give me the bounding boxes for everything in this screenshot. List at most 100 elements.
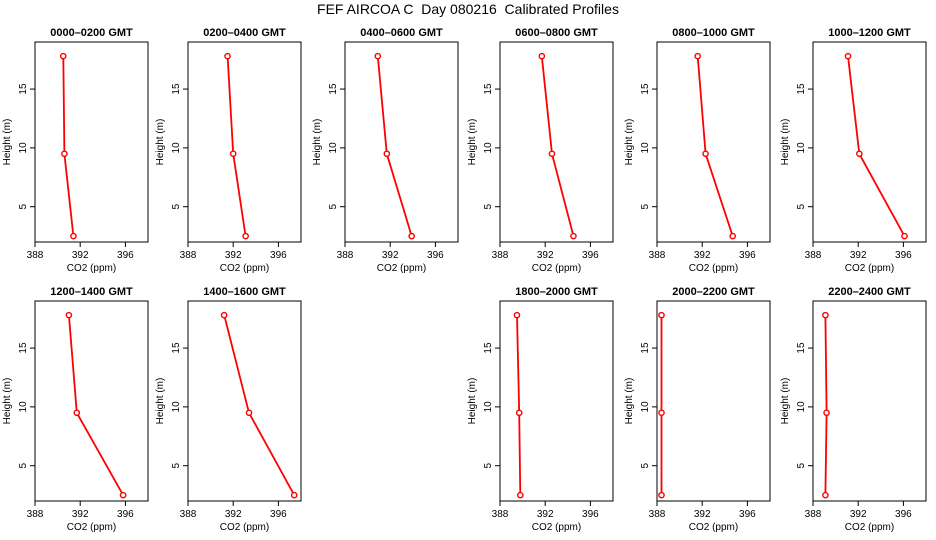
x-axis-label: CO2 (ppm) bbox=[845, 522, 894, 533]
data-point bbox=[515, 409, 523, 417]
data-point bbox=[694, 52, 701, 60]
x-tick-label: 396 bbox=[270, 250, 287, 261]
x-axis-label: CO2 (ppm) bbox=[67, 263, 116, 274]
x-tick-label: 396 bbox=[739, 509, 756, 520]
data-point bbox=[408, 232, 415, 240]
x-tick-label: 392 bbox=[72, 509, 89, 520]
x-tick-label: 392 bbox=[850, 250, 867, 261]
plot-frame bbox=[34, 41, 149, 243]
y-axis-label: Height (m) bbox=[155, 119, 166, 166]
data-point bbox=[658, 311, 665, 319]
x-tick-label: 388 bbox=[180, 250, 197, 261]
x-tick-label: 388 bbox=[805, 250, 822, 261]
profile-line bbox=[376, 56, 413, 237]
x-axis-label: CO2 (ppm) bbox=[220, 522, 269, 533]
y-tick-label: 15 bbox=[18, 342, 29, 354]
panel-title: 0400–0600 GMT bbox=[360, 27, 443, 39]
y-tick-label: 10 bbox=[171, 401, 182, 413]
panel-title: 1000–1200 GMT bbox=[828, 27, 911, 39]
panel-title: 1400–1600 GMT bbox=[203, 286, 286, 298]
y-tick-label: 15 bbox=[18, 83, 29, 95]
y-tick-label: 5 bbox=[796, 462, 807, 468]
plot-frame bbox=[812, 41, 927, 243]
x-axis-label: CO2 (ppm) bbox=[532, 263, 581, 274]
x-axis-label: CO2 (ppm) bbox=[67, 522, 116, 533]
y-tick-label: 15 bbox=[640, 342, 651, 354]
profile-line bbox=[62, 56, 75, 237]
plot-frame bbox=[187, 41, 302, 243]
plot-frame bbox=[499, 41, 614, 243]
y-tick-label: 5 bbox=[171, 203, 182, 209]
x-tick-label: 392 bbox=[694, 509, 711, 520]
y-tick-label: 10 bbox=[640, 142, 651, 154]
data-point bbox=[538, 52, 546, 60]
panel-title: 0000–0200 GMT bbox=[50, 27, 133, 39]
panel-title: 2000–2200 GMT bbox=[672, 286, 755, 298]
x-tick-label: 388 bbox=[805, 509, 822, 520]
y-tick-label: 5 bbox=[18, 203, 29, 209]
y-tick-label: 15 bbox=[640, 83, 651, 95]
data-point bbox=[856, 150, 863, 158]
chart-panel: 0600–0800 GMT 388 392 396 5 10 15 CO2 (ppm) Heig… bbox=[467, 27, 614, 274]
x-tick-label: 388 bbox=[492, 509, 509, 520]
data-point bbox=[548, 150, 556, 158]
y-tick-label: 5 bbox=[640, 462, 651, 468]
y-axis-label: Height (m) bbox=[312, 119, 323, 166]
data-point bbox=[61, 150, 68, 158]
chart-panel: 2000–2200 GMT 388 392 396 5 10 15 CO2 (ppm) Heig… bbox=[624, 286, 771, 533]
x-tick-label: 396 bbox=[427, 250, 444, 261]
chart-panel: 1200–1400 GMT 388 392 396 5 10 15 CO2 (ppm) Heig… bbox=[2, 286, 149, 533]
y-axis-label: Height (m) bbox=[467, 378, 478, 425]
data-point bbox=[383, 150, 391, 158]
y-tick-label: 10 bbox=[18, 142, 29, 154]
x-tick-label: 388 bbox=[27, 509, 44, 520]
panel-title: 1800–2000 GMT bbox=[515, 286, 598, 298]
y-tick-label: 5 bbox=[483, 462, 494, 468]
panel-title: 2200–2400 GMT bbox=[828, 286, 911, 298]
y-tick-label: 5 bbox=[171, 462, 182, 468]
figure-title: FEF AIRCOA C Day 080216 Calibrated Profi… bbox=[317, 1, 619, 17]
x-axis-label: CO2 (ppm) bbox=[845, 263, 894, 274]
chart-panel: 0200–0400 GMT 388 392 396 5 10 15 CO2 (ppm) Heig… bbox=[155, 27, 302, 274]
data-point bbox=[65, 311, 73, 319]
x-axis-label: CO2 (ppm) bbox=[220, 263, 269, 274]
x-tick-label: 392 bbox=[72, 250, 89, 261]
profile-line bbox=[516, 315, 522, 496]
x-tick-label: 388 bbox=[27, 250, 44, 261]
data-point bbox=[901, 232, 908, 240]
y-tick-label: 5 bbox=[483, 203, 494, 209]
y-tick-label: 5 bbox=[18, 462, 29, 468]
y-axis-label: Height (m) bbox=[780, 378, 791, 425]
x-tick-label: 388 bbox=[337, 250, 354, 261]
y-tick-label: 15 bbox=[483, 342, 494, 354]
data-point bbox=[59, 52, 67, 60]
chart-panel: 0800–1000 GMT 388 392 396 5 10 15 CO2 (ppm) Heig… bbox=[624, 27, 771, 274]
y-tick-label: 10 bbox=[483, 401, 494, 413]
panel-title: 0200–0400 GMT bbox=[203, 27, 286, 39]
x-tick-label: 388 bbox=[649, 250, 666, 261]
y-axis-label: Height (m) bbox=[624, 378, 635, 425]
data-point bbox=[224, 52, 231, 60]
data-point bbox=[702, 150, 709, 158]
profile-line bbox=[847, 55, 906, 237]
y-tick-label: 10 bbox=[328, 142, 339, 154]
x-tick-label: 388 bbox=[649, 509, 666, 520]
x-tick-label: 396 bbox=[582, 250, 599, 261]
data-point bbox=[658, 491, 665, 499]
data-point bbox=[73, 409, 81, 417]
y-tick-label: 5 bbox=[796, 203, 807, 209]
x-tick-label: 392 bbox=[537, 250, 554, 261]
y-tick-label: 15 bbox=[171, 342, 182, 354]
y-tick-label: 10 bbox=[796, 142, 807, 154]
x-tick-label: 396 bbox=[117, 250, 134, 261]
chart-panel: 1400–1600 GMT 388 392 396 5 10 15 CO2 (ppm) Heig… bbox=[155, 286, 302, 533]
profile-line bbox=[68, 315, 124, 496]
data-point bbox=[229, 150, 237, 158]
data-point bbox=[70, 232, 77, 240]
data-point bbox=[374, 52, 382, 60]
y-tick-label: 10 bbox=[796, 401, 807, 413]
y-tick-label: 10 bbox=[171, 142, 182, 154]
y-axis-label: Height (m) bbox=[155, 378, 166, 425]
data-point bbox=[822, 491, 829, 499]
